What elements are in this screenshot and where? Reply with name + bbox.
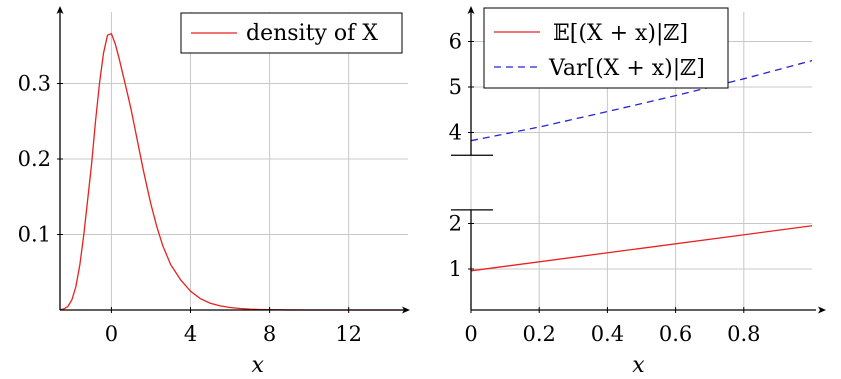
- x-tick-label: 12: [335, 322, 362, 346]
- x-axis-arrow: [818, 306, 826, 314]
- x-tick-label: 0: [464, 322, 477, 346]
- right-chart-expectation-variance: 0 0.2 0.4 0.6 0.8 1 2 4 5 6 x 𝔼[(X + x)|ℤ] Var[(X + …: [449, 6, 826, 378]
- series-line-variance: [470, 59, 813, 142]
- y-tick-label: 1: [449, 257, 462, 281]
- series-line-expectation: [470, 225, 813, 272]
- y-tick-label: 6: [449, 30, 462, 54]
- x-tick-label: 0.6: [659, 322, 692, 346]
- legend-box: [180, 12, 403, 54]
- y-tick-label: 4: [449, 121, 462, 145]
- legend-label-variance: Var[(X + x)|ℤ]: [548, 56, 705, 81]
- series-line-density: [59, 32, 408, 311]
- legend: density of X: [180, 12, 403, 54]
- x-tick-label: 0.8: [727, 322, 760, 346]
- x-tick-label: 4: [184, 322, 197, 346]
- x-axis-label: x: [251, 353, 264, 378]
- legend: 𝔼[(X + x)|ℤ] Var[(X + x)|ℤ]: [483, 7, 729, 89]
- y-axis-arrow: [56, 6, 64, 14]
- y-tick-label: 0.3: [18, 72, 51, 96]
- x-tick-label: 0.2: [522, 322, 555, 346]
- y-tick-label: 0.2: [18, 147, 51, 171]
- x-tick-label: 8: [263, 322, 276, 346]
- legend-label-density: density of X: [246, 21, 378, 46]
- legend-label-expectation: 𝔼[(X + x)|ℤ]: [553, 21, 688, 46]
- left-chart-density: 0 4 8 12 0.1 0.2 0.3 x density of X: [18, 6, 410, 378]
- x-axis-arrow: [402, 306, 410, 314]
- x-tick-label: 0: [105, 322, 118, 346]
- x-tick-label: 0.4: [591, 322, 624, 346]
- legend-box: [483, 7, 729, 89]
- y-axis-arrow: [467, 6, 475, 14]
- y-tick-label: 5: [449, 75, 462, 99]
- y-tick-label: 0.1: [18, 223, 51, 247]
- y-tick-label: 2: [449, 212, 462, 236]
- x-axis-label: x: [632, 353, 645, 378]
